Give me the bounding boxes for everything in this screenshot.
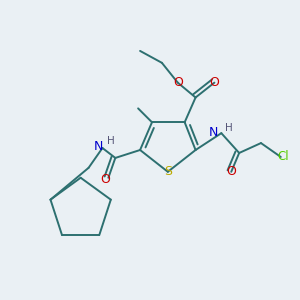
Text: O: O — [100, 173, 110, 186]
Text: N: N — [94, 140, 104, 152]
Text: O: O — [209, 76, 219, 89]
Text: H: H — [107, 136, 115, 146]
Text: O: O — [173, 76, 183, 89]
Text: H: H — [225, 123, 233, 133]
Text: O: O — [226, 165, 236, 178]
Text: S: S — [164, 165, 172, 178]
Text: N: N — [209, 126, 218, 139]
Text: Cl: Cl — [277, 150, 289, 164]
